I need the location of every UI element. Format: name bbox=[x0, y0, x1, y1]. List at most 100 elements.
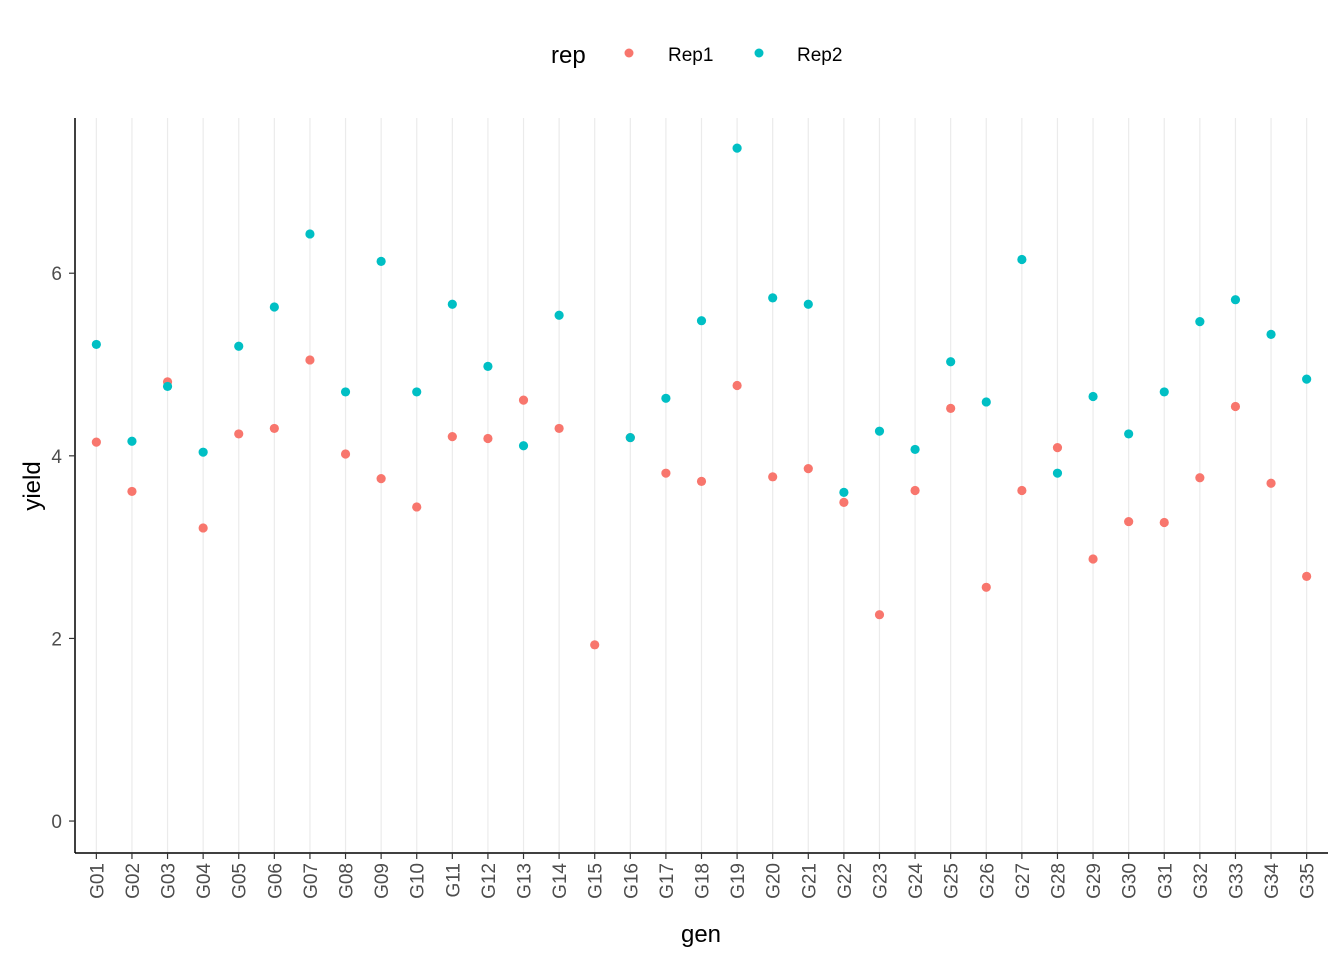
point-rep1-G31 bbox=[1159, 517, 1169, 528]
legend-label-rep2: Rep2 bbox=[797, 45, 842, 66]
x-tick-label-G34: G34 bbox=[1262, 863, 1283, 899]
x-tick-label-G04: G04 bbox=[194, 863, 215, 899]
point-rep2-G01 bbox=[91, 339, 101, 350]
x-tick-label-G05: G05 bbox=[230, 863, 251, 899]
point-rep1-G07 bbox=[305, 355, 315, 365]
point-rep1-G10 bbox=[412, 502, 422, 512]
point-rep2-G09 bbox=[376, 256, 386, 266]
point-rep2-G10 bbox=[412, 387, 422, 397]
point-rep1-G13 bbox=[518, 395, 529, 405]
x-tick-label-G35: G35 bbox=[1298, 863, 1319, 899]
point-rep1-G15 bbox=[590, 640, 600, 650]
point-rep2-G30 bbox=[1124, 429, 1134, 439]
x-tick-label-G09: G09 bbox=[372, 863, 393, 899]
point-rep2-G08 bbox=[340, 387, 351, 397]
x-tick-label-G08: G08 bbox=[337, 863, 358, 899]
x-tick-label-G12: G12 bbox=[479, 863, 500, 899]
point-rep1-G34 bbox=[1266, 478, 1276, 488]
y-ticks: 0 2 4 6 bbox=[51, 264, 75, 833]
x-tick-label-G27: G27 bbox=[1013, 863, 1034, 899]
point-rep2-G22 bbox=[839, 487, 849, 497]
point-rep1-G01 bbox=[91, 437, 101, 447]
point-rep2-G26 bbox=[981, 397, 991, 407]
point-rep2-G07 bbox=[305, 229, 315, 239]
legend: rep Rep1 Rep2 bbox=[551, 42, 842, 69]
x-tick-label-G21: G21 bbox=[799, 863, 820, 899]
point-rep2-G16 bbox=[625, 432, 635, 443]
y-axis-title: yield bbox=[19, 461, 46, 510]
point-rep1-G04 bbox=[198, 523, 208, 533]
point-rep2-G27 bbox=[1017, 254, 1027, 265]
point-rep1-G33 bbox=[1230, 401, 1241, 412]
point-rep2-G21 bbox=[803, 299, 813, 309]
x-tick-label-G33: G33 bbox=[1226, 863, 1247, 899]
point-rep1-G06 bbox=[269, 423, 279, 434]
point-rep1-G20 bbox=[768, 472, 778, 482]
x-tick-label-G26: G26 bbox=[977, 863, 998, 899]
x-axis-title: gen bbox=[681, 921, 721, 948]
points-layer bbox=[91, 143, 1312, 650]
point-rep2-G33 bbox=[1230, 295, 1241, 305]
x-ticks: G01 G02 G03 G04 G05 G06 G07 G08 G09 G10 G11 G12 G13 G… bbox=[87, 853, 1319, 899]
legend-label-rep1: Rep1 bbox=[668, 45, 713, 66]
point-rep1-G19 bbox=[732, 380, 742, 391]
x-tick-label-G16: G16 bbox=[621, 863, 642, 899]
x-tick-label-G23: G23 bbox=[870, 863, 891, 899]
point-rep2-G34 bbox=[1266, 329, 1276, 339]
point-rep2-G17 bbox=[661, 393, 671, 403]
x-tick-label-G10: G10 bbox=[408, 863, 429, 899]
legend-key-rep1 bbox=[624, 48, 634, 58]
x-tick-label-G29: G29 bbox=[1084, 863, 1105, 899]
point-rep1-G11 bbox=[447, 432, 457, 442]
x-tick-label-G01: G01 bbox=[87, 863, 108, 899]
x-tick-label-G18: G18 bbox=[693, 863, 714, 899]
x-tick-label-G07: G07 bbox=[301, 863, 322, 899]
point-rep2-G28 bbox=[1052, 468, 1063, 478]
x-tick-label-G02: G02 bbox=[123, 863, 144, 899]
y-tick-label-0: 0 bbox=[51, 812, 62, 833]
x-tick-label-G20: G20 bbox=[764, 863, 785, 899]
point-rep1-G21 bbox=[803, 464, 813, 474]
point-rep2-G05 bbox=[234, 341, 244, 351]
point-rep1-G32 bbox=[1195, 473, 1205, 483]
point-rep1-G18 bbox=[696, 476, 707, 486]
point-rep2-G03 bbox=[162, 381, 173, 392]
point-rep2-G25 bbox=[946, 357, 956, 367]
y-tick-label-6: 6 bbox=[51, 264, 62, 285]
point-rep2-G35 bbox=[1302, 374, 1312, 384]
point-rep1-G25 bbox=[946, 403, 956, 413]
y-tick-label-4: 4 bbox=[51, 447, 62, 468]
point-rep2-G13 bbox=[518, 441, 529, 451]
point-rep1-G22 bbox=[839, 497, 849, 507]
point-rep2-G19 bbox=[732, 143, 742, 153]
x-tick-label-G25: G25 bbox=[942, 863, 963, 899]
point-rep2-G31 bbox=[1159, 387, 1169, 397]
point-rep1-G27 bbox=[1017, 485, 1027, 496]
point-rep2-G20 bbox=[768, 293, 778, 303]
x-tick-label-G22: G22 bbox=[835, 863, 856, 899]
point-rep1-G02 bbox=[127, 486, 137, 497]
x-tick-label-G06: G06 bbox=[265, 863, 286, 899]
point-rep1-G05 bbox=[234, 429, 244, 439]
x-tick-label-G13: G13 bbox=[515, 863, 536, 899]
x-tick-label-G19: G19 bbox=[728, 863, 749, 899]
legend-key-rep2 bbox=[754, 48, 764, 58]
point-rep1-G28 bbox=[1052, 443, 1063, 453]
x-tick-label-G30: G30 bbox=[1120, 863, 1141, 899]
point-rep1-G24 bbox=[910, 485, 920, 496]
point-rep2-G12 bbox=[483, 361, 493, 371]
point-rep1-G35 bbox=[1302, 571, 1312, 581]
y-tick-label-2: 2 bbox=[51, 629, 62, 650]
x-tick-label-G31: G31 bbox=[1155, 863, 1176, 899]
x-tick-label-G15: G15 bbox=[586, 863, 607, 899]
point-rep1-G30 bbox=[1124, 516, 1134, 527]
x-tick-label-G03: G03 bbox=[159, 863, 180, 899]
x-tick-label-G11: G11 bbox=[443, 863, 464, 898]
point-rep2-G18 bbox=[696, 316, 707, 326]
point-rep1-G12 bbox=[483, 433, 493, 444]
point-rep1-G17 bbox=[661, 468, 671, 478]
x-tick-label-G17: G17 bbox=[657, 863, 678, 899]
point-rep1-G29 bbox=[1088, 554, 1098, 564]
legend-title: rep bbox=[551, 42, 586, 69]
